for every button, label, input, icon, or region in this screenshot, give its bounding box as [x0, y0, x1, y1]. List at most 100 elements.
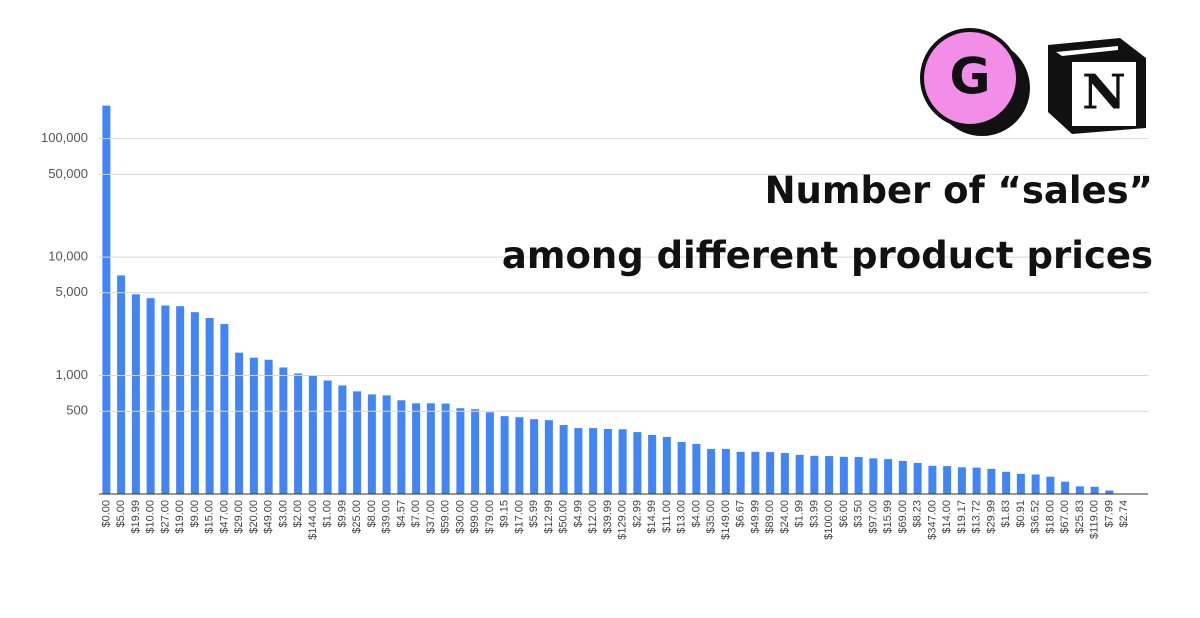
x-tick-label: $9.15 [499, 500, 511, 528]
bar [205, 318, 214, 494]
x-tick-label: $49.00 [263, 500, 275, 534]
x-tick-label: $69.00 [897, 500, 909, 534]
x-tick-label: $2.99 [631, 500, 643, 528]
x-tick-label: $29.99 [985, 500, 997, 534]
x-tick-label: $25.00 [351, 500, 363, 534]
bar [884, 459, 893, 494]
x-tick-label: $3.99 [808, 500, 820, 528]
x-tick-label: $4.00 [690, 500, 702, 528]
logo-letter: G [949, 48, 990, 106]
bar [1002, 471, 1011, 494]
x-tick-label: $14.99 [646, 500, 658, 534]
x-tick-label: $18.00 [1044, 500, 1056, 534]
bar [161, 305, 170, 494]
x-tick-label: $5.00 [115, 500, 127, 528]
bar [515, 417, 524, 494]
bar [854, 457, 863, 494]
x-tick-label: $4.99 [572, 500, 584, 528]
bar [323, 380, 332, 494]
x-tick-label: $17.00 [513, 500, 525, 534]
bar [131, 294, 140, 494]
x-tick-label: $129.00 [617, 500, 629, 540]
x-tick-label: $149.00 [720, 500, 732, 540]
chart-title: Number of “sales” [765, 169, 1153, 212]
logo-face [1072, 62, 1136, 126]
x-tick-label: $37.00 [425, 500, 437, 534]
bar [530, 419, 539, 494]
bar [249, 357, 258, 494]
x-tick-label: $47.00 [218, 500, 230, 534]
logo-circle [920, 28, 1020, 128]
bar [367, 394, 376, 494]
x-tick-label: $7.99 [1103, 500, 1115, 528]
bar [707, 448, 716, 494]
x-tick-label: $59.00 [440, 500, 452, 534]
bar [1105, 490, 1114, 494]
bar [294, 373, 303, 494]
bar [987, 468, 996, 494]
chart-title: among different product prices [502, 234, 1153, 277]
bar [338, 385, 347, 494]
x-tick-label: $19.00 [174, 500, 186, 534]
bar [1016, 473, 1025, 494]
x-tick-label: $35.00 [705, 500, 717, 534]
bar [633, 432, 642, 494]
x-tick-label: $3.50 [853, 500, 865, 528]
x-tick-label: $50.00 [558, 500, 570, 534]
x-tick-label: $13.00 [676, 500, 688, 534]
bar [279, 367, 288, 494]
x-tick-label: $2.00 [292, 500, 304, 528]
y-tick-label: 500 [66, 403, 88, 418]
bar [1061, 481, 1070, 494]
bar [1031, 474, 1040, 494]
x-tick-label: $1.99 [794, 500, 806, 528]
x-tick-label: $10.00 [145, 500, 157, 534]
x-tick-label: $20.00 [248, 500, 260, 534]
x-tick-label: $119.00 [1089, 500, 1101, 539]
bar [736, 451, 745, 494]
bar [117, 275, 126, 494]
x-tick-label: $39.99 [602, 500, 614, 534]
bar [972, 467, 981, 494]
x-tick-label: $14.00 [941, 500, 953, 534]
x-tick-label: $36.52 [1030, 500, 1042, 534]
bar [839, 456, 848, 494]
bar [677, 441, 686, 494]
bar [648, 434, 657, 494]
x-tick-label: $1.00 [322, 500, 334, 528]
x-tick-label: $347.00 [926, 500, 938, 540]
bar [456, 408, 465, 494]
x-tick-label: $97.00 [867, 500, 879, 534]
bar [913, 462, 922, 494]
bar [721, 448, 730, 494]
bar [898, 460, 907, 494]
x-tick-label: $39.00 [381, 500, 393, 534]
logo-letter: N [1082, 65, 1126, 121]
y-tick-label: 50,000 [48, 166, 88, 181]
bar [102, 105, 111, 495]
x-tick-label: $3.00 [277, 500, 289, 528]
x-tick-label: $6.67 [735, 500, 747, 528]
bar [544, 420, 553, 494]
bar [353, 391, 362, 494]
bar [810, 455, 819, 494]
bar [190, 312, 199, 494]
x-tick-label: $49.99 [749, 500, 761, 534]
x-tick-label: $11.00 [661, 500, 673, 533]
bar [780, 452, 789, 494]
bar [662, 436, 671, 494]
bar [397, 400, 406, 494]
bar [692, 443, 701, 494]
bar [485, 412, 494, 494]
x-tick-label: $4.57 [395, 500, 407, 528]
x-tick-label: $99.00 [469, 500, 481, 534]
x-tick-label: $1.83 [1000, 500, 1012, 528]
bar [957, 467, 966, 494]
bar [441, 403, 450, 494]
bar [928, 465, 937, 494]
bar [1090, 486, 1099, 494]
x-tick-label: $15.00 [204, 500, 216, 534]
x-tick-label: $0.91 [1015, 500, 1027, 528]
bar [220, 324, 229, 494]
